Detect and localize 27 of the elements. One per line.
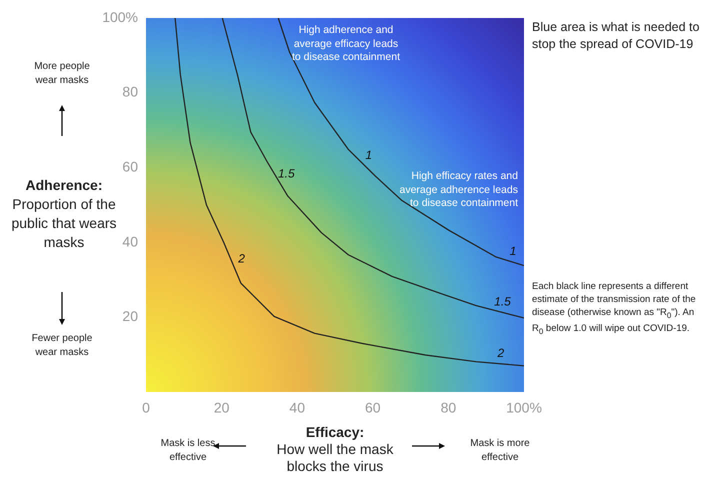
annotation: High efficacy rates and average adherence leads to disease containment xyxy=(398,170,518,210)
text: 1.5 xyxy=(494,294,511,308)
x-tick-label: 60 xyxy=(365,399,381,416)
text: Fewer people wear masks xyxy=(30,332,94,360)
y-tick-label: 100% xyxy=(102,8,138,25)
text: Each black line represents a different estimate of the transmission rate of the disease (otherwise known as "R$_{0}$"). An R$_{0}$ below 1.0 will wipe out COVID-19. xyxy=(532,281,696,336)
y-tick-label: 60 xyxy=(122,158,138,174)
series-label: 1.5 xyxy=(278,166,295,181)
text: More people wear masks xyxy=(33,60,91,88)
x-tick-label: 40 xyxy=(289,399,306,416)
annotation: High adherence and average efficacy leads to disease containment xyxy=(291,24,401,64)
y-tick-label: 40 xyxy=(122,233,138,250)
x-tick-label: 0 xyxy=(142,399,150,416)
series-label: 2 xyxy=(496,346,505,360)
text: Mask is more effective xyxy=(469,437,531,465)
text: 1 xyxy=(365,148,372,162)
x-tick-label: 20 xyxy=(214,399,230,416)
y-tick-label: 80 xyxy=(122,84,138,100)
text: 2 xyxy=(238,251,245,266)
series-label: 1 xyxy=(510,244,516,258)
text: Blue area is what is needed to stop the spread of COVID-19 xyxy=(532,19,700,53)
x-tick-label: 100% xyxy=(506,399,542,416)
x-tick-label: 80 xyxy=(440,399,456,416)
y-tick-label: 20 xyxy=(122,308,138,324)
y-axis-title: Adherence: Proportion of the public that wears masks xyxy=(10,176,118,252)
x-axis-title: Efficacy: How well the mask blocks the virus xyxy=(276,424,394,475)
text: Mask is less effective xyxy=(160,437,216,465)
